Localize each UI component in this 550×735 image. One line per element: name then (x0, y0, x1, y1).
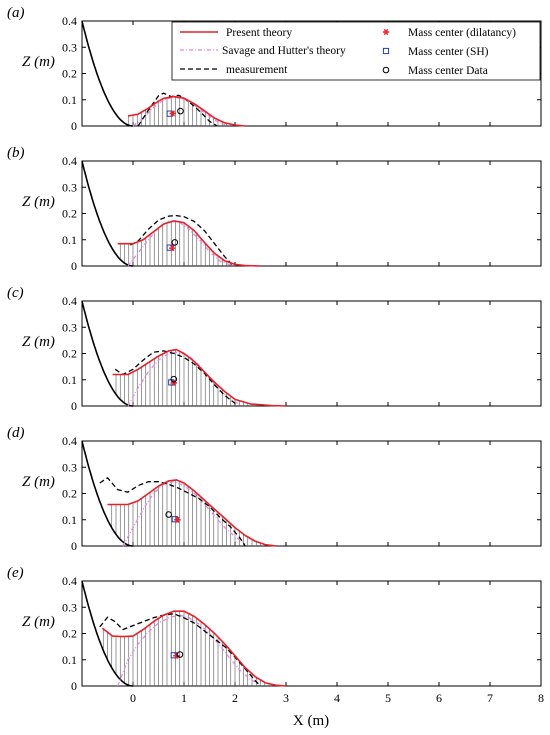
x-tick-label: 0 (130, 691, 136, 705)
panel-e: 0 0.1 0.2 0.3 0.4 0 1 2 3 4 5 6 7 8 (e) Z (m) (7, 565, 544, 705)
present-theory-line (107, 479, 276, 547)
mass-center-data-marker (177, 107, 184, 115)
panel-label: (c) (7, 285, 24, 301)
savage-hutter-line (127, 220, 231, 267)
y-tick-label: 0.3 (62, 40, 77, 54)
present-theory-line (117, 220, 261, 267)
legend-label: Mass center (SH) (408, 46, 489, 58)
y-axis-label: Z (m) (22, 474, 55, 490)
mass-center-dilatancy-stroke (170, 245, 175, 252)
legend-label: Present theory (226, 27, 292, 39)
mass-center-data-marker (176, 651, 184, 658)
y-tick-label: 0.3 (62, 600, 77, 614)
x-tick-label: 2 (232, 691, 238, 705)
x-tick-label: 5 (385, 691, 391, 705)
axes-box (81, 580, 542, 687)
x-tick-label: 4 (334, 691, 340, 705)
panel-b: 0 0.1 0.2 0.3 0.4 (b) Z (m) (7, 145, 542, 273)
y-axis-label: Z (m) (22, 614, 55, 630)
y-tick-label: 0 (71, 119, 77, 133)
axes-box (81, 440, 542, 547)
savage-hutter-line (122, 481, 246, 547)
legend: Present theory Savage and Hutter's theory… (171, 21, 541, 81)
axes-box (81, 160, 542, 267)
legend-box (171, 21, 541, 81)
y-axis-label: Z (m) (22, 194, 55, 210)
measurement-line (114, 350, 236, 404)
y-tick-label: 0.2 (62, 347, 77, 361)
mass-center-dilatancy-stroke (383, 28, 389, 36)
legend-label: Savage and Hutter's theory (222, 45, 346, 57)
y-tick-label: 0.4 (62, 294, 77, 308)
y-tick-label: 0.1 (62, 233, 77, 247)
x-tick-label: 6 (436, 691, 442, 705)
y-tick-label: 0.3 (62, 180, 77, 194)
mass-center-data-marker (165, 511, 172, 518)
mass-center-data-marker (171, 239, 179, 246)
present-theory-line (112, 348, 287, 407)
y-tick-label: 0.2 (62, 487, 77, 501)
panel-label: (a) (7, 5, 25, 21)
y-tick-label: 0 (71, 679, 77, 693)
mass-center-sh-marker (382, 47, 390, 55)
slope-curve (81, 160, 133, 267)
y-tick-label: 0.2 (62, 627, 77, 641)
measurement-line (99, 477, 246, 547)
y-tick-label: 0.1 (62, 653, 77, 667)
y-axis-label: Z (m) (22, 334, 55, 350)
slope-curve (81, 580, 133, 687)
y-axis-label: Z (m) (22, 54, 55, 70)
y-tick-label: 0.4 (62, 14, 77, 28)
y-tick-label: 0.4 (62, 574, 77, 588)
mass-center-data-marker (170, 375, 178, 383)
y-tick-label: 0.1 (62, 93, 77, 107)
x-tick-label: 3 (283, 691, 289, 705)
y-tick-label: 0.3 (62, 460, 77, 474)
mass-center-dilatancy-stroke (170, 110, 175, 117)
y-tick-label: 0.4 (62, 434, 77, 448)
x-tick-label: 1 (181, 691, 187, 705)
y-tick-label: 0.1 (62, 513, 77, 527)
legend-label: Mass center Data (408, 65, 488, 77)
mass-center-dilatancy-stroke (171, 379, 177, 387)
y-tick-label: 0.3 (62, 320, 77, 334)
panel-a: 0 0.1 0.2 0.3 0.4 (a) Z (m) (7, 5, 542, 133)
panel-c: 0 0.1 0.2 0.3 0.4 (c) Z (m) (7, 285, 542, 413)
y-tick-label: 0 (71, 259, 77, 273)
measurement-line (99, 613, 261, 687)
y-tick-label: 0 (71, 539, 77, 553)
present-theory-line (101, 610, 287, 687)
panel-d: 0 0.1 0.2 0.3 0.4 (d) Z (m) (7, 425, 542, 553)
legend-label: Mass center (dilatancy) (408, 27, 516, 39)
y-tick-label: 0.2 (62, 67, 77, 81)
x-tick-label: 8 (538, 691, 544, 705)
legend-label: measurement (226, 64, 288, 76)
measurement-line (137, 92, 218, 127)
savage-hutter-line (117, 614, 261, 687)
x-tick-label: 7 (487, 691, 493, 705)
mass-center-dilatancy-stroke (175, 516, 180, 523)
x-axis-label: X (m) (293, 713, 329, 729)
panel-label: (d) (7, 425, 25, 441)
present-theory-line (127, 95, 246, 127)
slope-curve (81, 20, 133, 127)
slope-curve (81, 300, 133, 407)
panel-label: (e) (7, 565, 24, 581)
y-tick-label: 0.4 (62, 154, 77, 168)
y-tick-label: 0.1 (62, 373, 77, 387)
measurement-line (130, 214, 233, 266)
y-tick-label: 0 (71, 399, 77, 413)
panel-label: (b) (7, 145, 25, 161)
y-tick-label: 0.2 (62, 207, 77, 221)
slope-curve (81, 440, 133, 547)
mass-center-data-marker (382, 66, 390, 74)
